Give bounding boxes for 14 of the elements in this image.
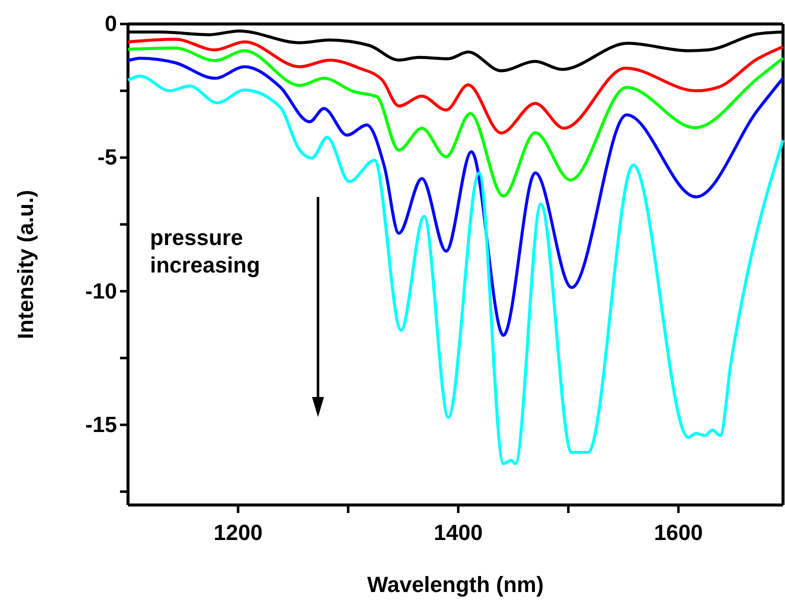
- line-series: [126, 46, 784, 198]
- line-series: [126, 56, 784, 337]
- y-tick-label: -5: [97, 144, 117, 170]
- y-tick-label: -10: [85, 278, 117, 304]
- x-tick-label: 1400: [434, 520, 483, 546]
- annotation: pressure increasing: [150, 225, 260, 278]
- x-tick-label: 1200: [214, 520, 263, 546]
- line-series: [126, 74, 784, 466]
- line-series: [126, 38, 784, 135]
- y-tick-label: -15: [85, 412, 117, 437]
- y-tick-label: 0: [104, 11, 117, 36]
- x-axis-title: Wavelength (nm): [367, 572, 544, 597]
- y-axis-title: Intensity (a.u.): [13, 190, 38, 340]
- x-tick-label: 1600: [654, 520, 703, 546]
